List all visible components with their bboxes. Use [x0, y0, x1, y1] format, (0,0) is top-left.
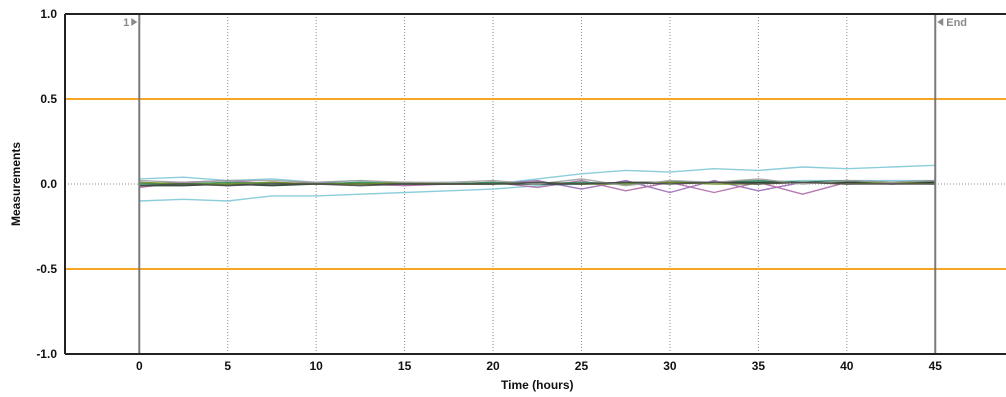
y-axis-title: Measurements	[9, 142, 23, 226]
series-line	[139, 178, 936, 187]
tick-labels: 1.0 0.5 0.0 -0.5 -1.0 0 5 10 15 20 25 30 35 40 45	[36, 7, 942, 373]
arrow-right-icon	[131, 18, 138, 26]
x-tick-label: 30	[663, 359, 677, 373]
series-line	[139, 164, 936, 185]
limit-lines	[65, 98, 1006, 270]
segment-markers: 1 End	[123, 14, 967, 354]
x-tick-label: 10	[309, 359, 323, 373]
segment-marker-label: End	[946, 17, 967, 29]
x-tick-label: 25	[575, 359, 589, 373]
x-tick-label: 20	[486, 359, 500, 373]
axes	[64, 13, 1006, 355]
x-tick-label: 40	[840, 359, 854, 373]
segment-marker-label: 1	[123, 17, 129, 29]
y-tick-label: -0.5	[36, 262, 57, 276]
x-tick-label: 5	[224, 359, 231, 373]
x-tick-label: 15	[398, 359, 412, 373]
arrow-left-icon	[937, 18, 944, 26]
y-tick-label: 0.5	[40, 92, 57, 106]
x-tick-label: 45	[929, 359, 943, 373]
x-tick-label: 35	[752, 359, 766, 373]
x-axis-title: Time (hours)	[501, 378, 573, 392]
series-line	[139, 179, 936, 202]
series-line	[139, 181, 936, 187]
x-tick-label: 0	[136, 359, 143, 373]
series-lines	[139, 164, 936, 202]
y-tick-label: -1.0	[36, 347, 57, 361]
y-tick-label: 0.0	[40, 177, 57, 191]
y-tick-label: 1.0	[40, 7, 57, 21]
